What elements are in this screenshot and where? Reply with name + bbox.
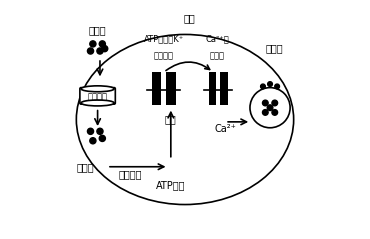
Circle shape: [97, 128, 103, 134]
Circle shape: [87, 128, 94, 134]
Text: 胰岛素: 胰岛素: [266, 44, 283, 54]
Circle shape: [260, 84, 265, 89]
Bar: [152, 72, 161, 105]
Text: 葡萄糖: 葡萄糖: [89, 25, 107, 35]
Text: 葡萄糖: 葡萄糖: [77, 162, 95, 172]
Circle shape: [102, 46, 108, 52]
Ellipse shape: [76, 34, 294, 205]
Ellipse shape: [81, 86, 114, 92]
Text: Ca²⁺: Ca²⁺: [214, 124, 236, 134]
Bar: [209, 72, 216, 105]
Text: 载体蛋白: 载体蛋白: [88, 92, 108, 102]
Circle shape: [87, 48, 94, 54]
Text: 导致: 导致: [165, 114, 177, 125]
FancyArrowPatch shape: [166, 62, 210, 71]
Circle shape: [99, 135, 105, 141]
Circle shape: [99, 41, 105, 47]
Circle shape: [272, 100, 278, 106]
Circle shape: [90, 138, 96, 144]
Circle shape: [267, 105, 273, 110]
Text: 道打开: 道打开: [209, 51, 224, 60]
Circle shape: [250, 88, 290, 128]
Text: ATP升高: ATP升高: [156, 181, 186, 191]
Text: 触发: 触发: [184, 13, 196, 23]
Text: ATP敏感的K⁺: ATP敏感的K⁺: [144, 35, 184, 44]
Ellipse shape: [81, 100, 114, 106]
FancyBboxPatch shape: [80, 88, 115, 104]
Circle shape: [275, 84, 279, 89]
Circle shape: [262, 100, 268, 106]
Bar: [221, 72, 228, 105]
Circle shape: [268, 82, 272, 87]
Circle shape: [262, 109, 268, 115]
Circle shape: [90, 41, 96, 47]
Text: Ca²⁺通: Ca²⁺通: [205, 35, 229, 44]
Circle shape: [272, 109, 278, 115]
Text: 氧化分解: 氧化分解: [119, 169, 142, 179]
Text: 通道关闭: 通道关闭: [154, 51, 174, 60]
Circle shape: [97, 48, 103, 54]
Bar: [166, 72, 175, 105]
